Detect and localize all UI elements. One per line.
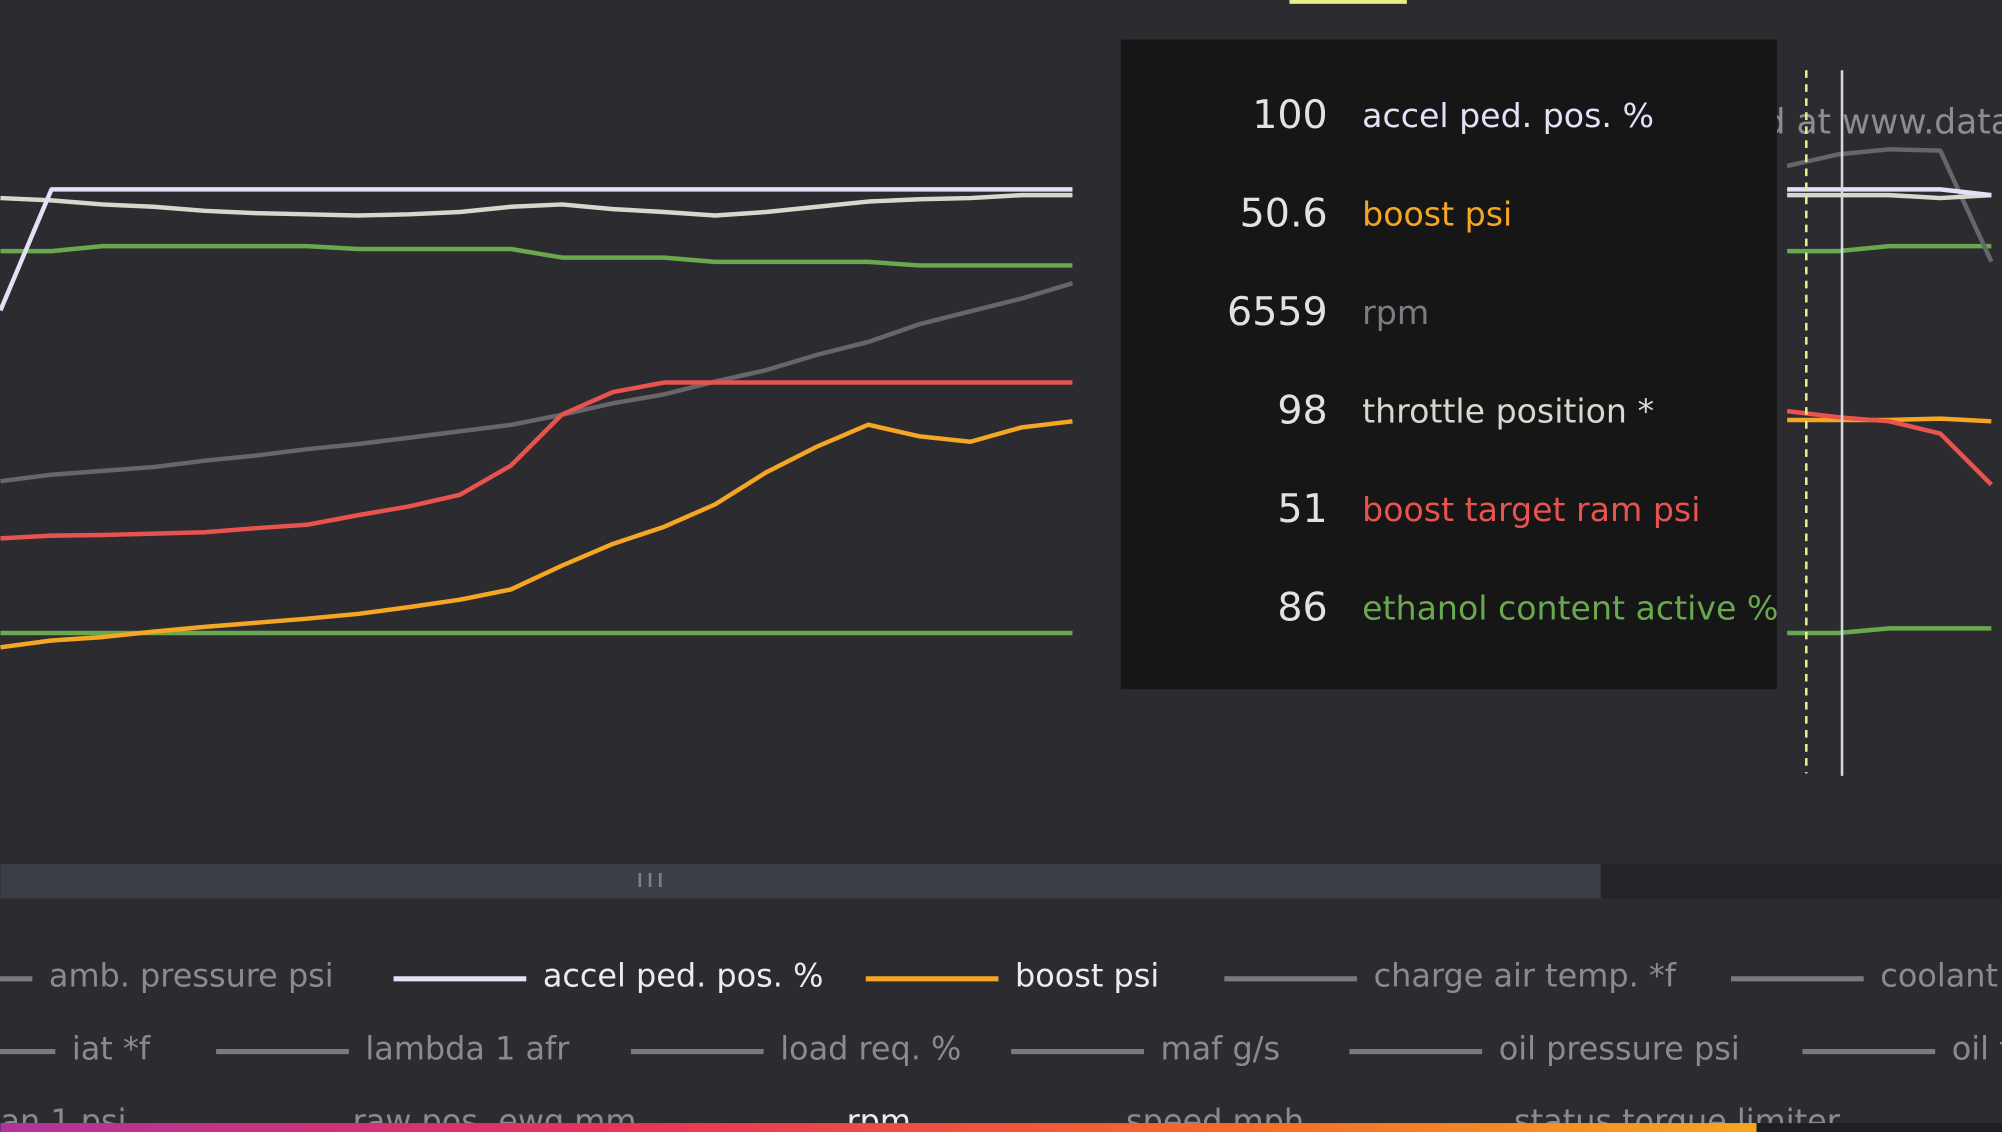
- tooltip-value: 100: [1252, 92, 1327, 138]
- series-line: [0, 192, 1992, 218]
- series-line: [0, 147, 1994, 484]
- series-line: [0, 626, 1992, 636]
- legend-label[interactable]: coolant: [1880, 957, 1998, 995]
- scrollbar-thumb[interactable]: [0, 863, 1601, 899]
- tooltip-label: ethanol content active %: [1362, 589, 1778, 628]
- legend-label[interactable]: accel ped. pos. %: [543, 957, 824, 995]
- series-line: [0, 243, 1992, 268]
- legend-label[interactable]: maf g/s: [1161, 1029, 1281, 1067]
- legend-label[interactable]: load req. %: [780, 1029, 961, 1067]
- top-indicator: [1289, 0, 1407, 4]
- tooltip: 100 accel ped. pos. % 50.6 boost psi 6559 rpm…: [1120, 39, 1778, 690]
- tooltip-value: 86: [1277, 585, 1327, 631]
- tooltip-label: boost target ram psi: [1362, 490, 1700, 529]
- plot-area: [0, 147, 1994, 650]
- scrollbar-track[interactable]: [1600, 863, 2002, 899]
- legend-label[interactable]: iat *f: [72, 1029, 151, 1067]
- legend-label[interactable]: lambda 1 afr: [365, 1029, 570, 1067]
- legend-label[interactable]: boost psi: [1015, 957, 1159, 995]
- tooltip-label: boost psi: [1362, 194, 1512, 233]
- series-line: [0, 187, 1992, 312]
- progress-bar: [0, 1123, 1757, 1132]
- series-line: [0, 380, 1993, 541]
- tooltip-label: accel ped. pos. %: [1362, 96, 1654, 135]
- legend-label[interactable]: oil pressure psi: [1499, 1029, 1740, 1067]
- tooltip-value: 98: [1277, 387, 1327, 433]
- legend-label[interactable]: charge air temp. *f: [1374, 957, 1677, 995]
- tooltip-box: [1120, 39, 1777, 690]
- tooltip-label: rpm: [1362, 293, 1429, 332]
- tooltip-value: 50.6: [1240, 190, 1328, 236]
- tooltip-value: 6559: [1227, 289, 1328, 335]
- watermark: ed at www.data: [1742, 102, 2002, 142]
- tooltip-label: throttle position *: [1362, 391, 1654, 430]
- legend-label[interactable]: oil t: [1952, 1029, 2002, 1067]
- progress-track: [1756, 1123, 2002, 1132]
- tooltip-value: 51: [1277, 486, 1327, 532]
- legend-label[interactable]: amb. pressure psi: [49, 957, 334, 995]
- scrollbar-grip: [638, 872, 662, 887]
- legend: amb. pressure psi accel ped. pos. % boost …: [0, 957, 2002, 1132]
